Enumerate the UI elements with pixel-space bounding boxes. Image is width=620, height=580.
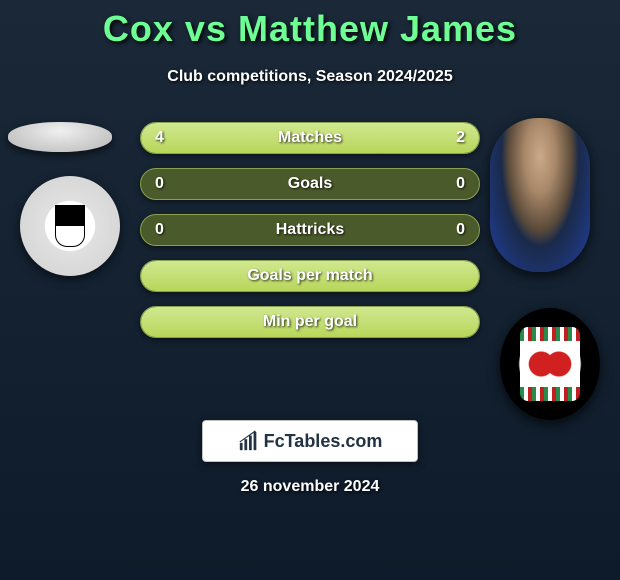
stat-label: Hattricks [141,221,479,239]
crest-stripe-icon [520,387,580,401]
fctables-logo: FcTables.com [202,420,418,462]
stat-row: 42Matches [140,122,480,154]
player-photo-right [490,118,590,272]
page-title: Cox vs Matthew James [0,0,620,50]
stat-label: Goals per match [141,267,479,285]
stat-row: Goals per match [140,260,480,292]
stat-row: 00Goals [140,168,480,200]
stat-label: Min per goal [141,313,479,331]
shield-icon [55,205,85,247]
chart-bars-icon [238,430,260,452]
date-label: 26 november 2024 [0,478,620,496]
logo-text: FcTables.com [264,431,383,452]
comparison-area: 42Matches 00Goals 00Hattricks Goals per mat… [0,122,620,352]
stat-label: Matches [141,129,479,147]
team-crest-right [500,308,600,420]
stat-row: 00Hattricks [140,214,480,246]
dragon-icon [528,349,572,379]
stat-label: Goals [141,175,479,193]
crest-stripe-icon [520,327,580,341]
player-photo-left [8,122,112,152]
stat-rows: 42Matches 00Goals 00Hattricks Goals per mat… [140,122,480,352]
stat-row: Min per goal [140,306,480,338]
subtitle: Club competitions, Season 2024/2025 [0,68,620,86]
crest-center-icon [520,341,580,387]
team-crest-left [20,176,120,276]
